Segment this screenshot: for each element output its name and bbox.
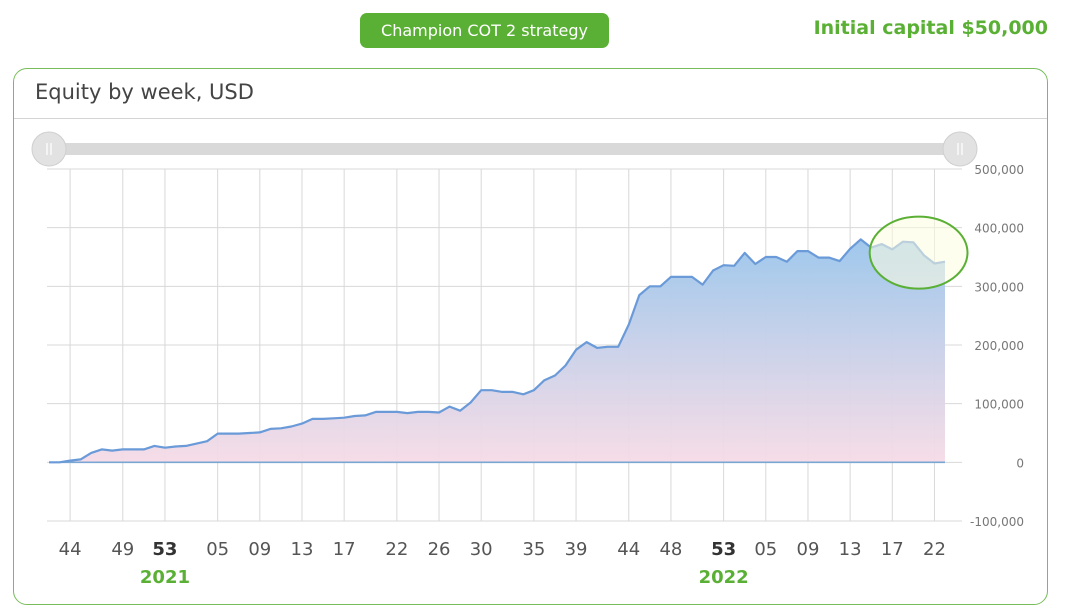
x-tick-label: 17 <box>881 539 904 560</box>
x-tick-label: 49 <box>111 539 134 560</box>
chart-axes: 500,000 400,000 300,000 200,000 100,000 0 -100… <box>59 163 1024 588</box>
navigator-left-handle[interactable] <box>31 131 67 167</box>
y-tick-label: 0 <box>1016 456 1024 470</box>
x-tick-label: 35 <box>522 539 545 560</box>
y-tick-label: 200,000 <box>974 339 1024 353</box>
range-navigator[interactable] <box>31 131 978 167</box>
x-tick-label: 53 <box>711 539 736 560</box>
x-tick-label: 22 <box>923 539 946 560</box>
equity-chart-panel: Equity by week, USD 500,000 400,000 300,00… <box>13 68 1048 605</box>
y-tick-label: -100,000 <box>970 515 1024 529</box>
y-tick-label: 500,000 <box>974 163 1024 177</box>
x-tick-label: 09 <box>797 539 820 560</box>
x-tick-label: 09 <box>248 539 271 560</box>
year-label: 2021 <box>140 567 190 588</box>
year-label: 2022 <box>699 567 749 588</box>
y-tick-label: 400,000 <box>974 222 1024 236</box>
x-tick-label: 22 <box>385 539 408 560</box>
y-tick-label: 100,000 <box>974 398 1024 412</box>
navigator-track[interactable] <box>49 143 960 155</box>
x-tick-label: 13 <box>839 539 862 560</box>
x-tick-label: 05 <box>754 539 777 560</box>
initial-capital-label: Initial capital $50,000 <box>813 17 1048 39</box>
strategy-button[interactable]: Champion COT 2 strategy <box>360 13 609 48</box>
chart-area-layer <box>49 215 969 464</box>
x-tick-label: 53 <box>152 539 177 560</box>
equity-chart: 500,000 400,000 300,000 200,000 100,000 0 -100… <box>31 131 1024 588</box>
panel-divider <box>14 118 1047 119</box>
navigator-right-handle[interactable] <box>942 131 978 167</box>
x-tick-label: 30 <box>470 539 493 560</box>
equity-line-series <box>49 238 946 464</box>
chart-title: Equity by week, USD <box>35 80 254 104</box>
highlight-ellipse <box>868 215 969 290</box>
x-tick-label: 39 <box>565 539 588 560</box>
x-tick-label: 26 <box>428 539 451 560</box>
x-tick-label: 44 <box>59 539 82 560</box>
x-tick-label: 44 <box>617 539 640 560</box>
x-tick-label: 17 <box>333 539 356 560</box>
x-tick-label: 05 <box>206 539 229 560</box>
x-tick-label: 48 <box>659 539 682 560</box>
x-tick-label: 13 <box>291 539 314 560</box>
y-tick-label: 300,000 <box>974 280 1024 294</box>
equity-area-fill <box>49 239 945 463</box>
